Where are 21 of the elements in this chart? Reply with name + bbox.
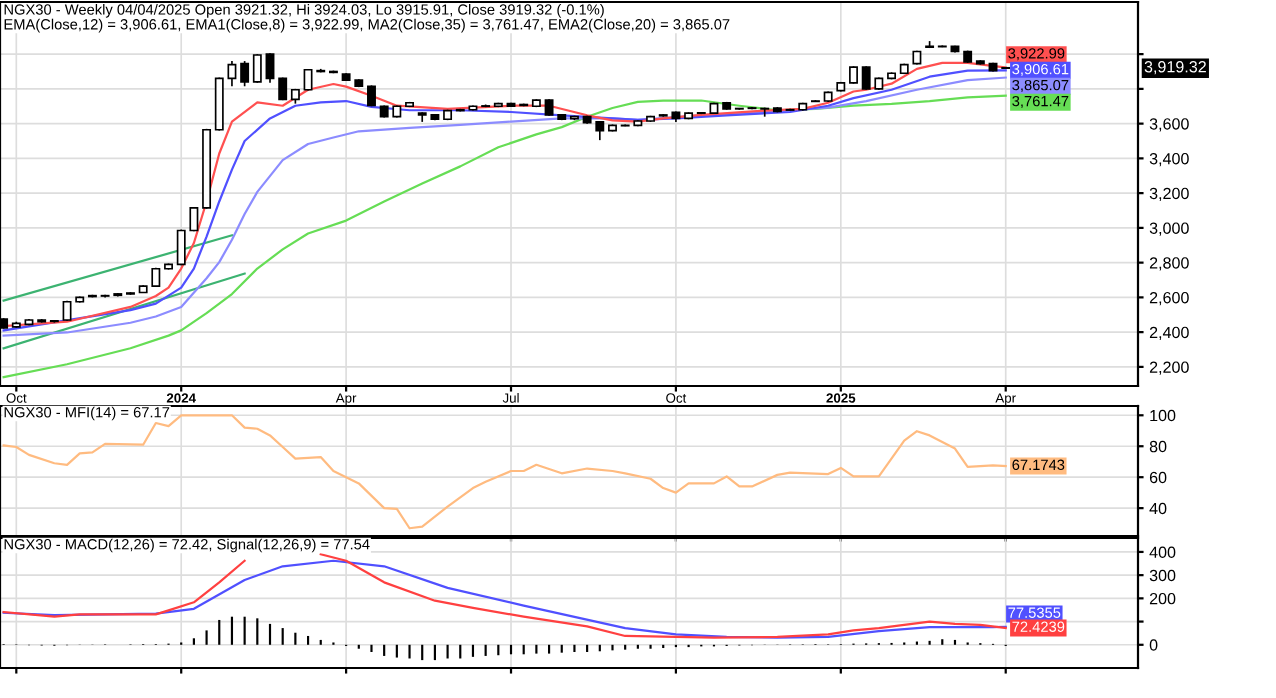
y-tick-label: 3,000	[1149, 222, 1189, 236]
text: 3,919.32	[1144, 61, 1206, 75]
y-tick-label: 3,400	[1149, 152, 1189, 167]
candlestick	[760, 106, 770, 118]
candlestick	[265, 52, 275, 84]
y-tick-label: 3,600	[1149, 118, 1189, 132]
y-tick-label: 0	[1149, 639, 1158, 651]
y-tick-label: 2,800	[1149, 257, 1189, 271]
y-tick-label: 80	[1149, 440, 1167, 453]
y-tick-label: 3,200	[1149, 187, 1189, 202]
y-tick-label: 2,400	[1149, 326, 1189, 341]
y-tick-label: 2,600	[1149, 291, 1189, 306]
y-tick-label: 100	[1150, 409, 1176, 422]
y-tick-label: 200	[1149, 592, 1176, 605]
y-tick-label: 400	[1149, 546, 1176, 558]
y-tick-label: 300	[1149, 569, 1176, 582]
y-tick-label: 40	[1149, 502, 1167, 515]
candlestick	[240, 60, 250, 88]
y-tick-label: 60	[1149, 471, 1167, 484]
y-tick-label: 2,200	[1149, 361, 1189, 375]
candlestick	[252, 53, 262, 84]
